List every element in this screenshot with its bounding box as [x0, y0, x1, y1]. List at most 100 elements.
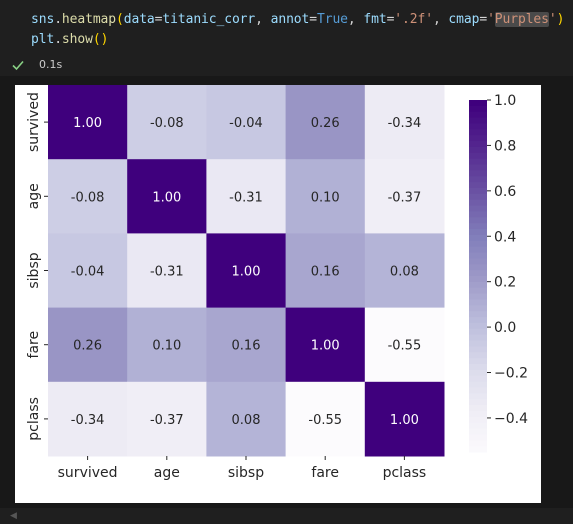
- scroll-left-icon[interactable]: ◀: [10, 511, 17, 521]
- code-token: titanic_corr: [162, 12, 256, 27]
- cell-annotation: -0.04: [71, 265, 105, 280]
- heatmap-cell: [285, 85, 366, 160]
- horizontal-scrollbar[interactable]: ◀: [0, 508, 573, 524]
- heatmap-cell: [127, 233, 207, 309]
- heatmap-cell: [364, 159, 445, 234]
- colorbar-tick-label: −0.2: [494, 366, 528, 382]
- colorbar-segment: [469, 375, 487, 383]
- code-token: ': [487, 12, 495, 27]
- heatmap-cell: [48, 381, 128, 457]
- code-token: .: [54, 12, 62, 27]
- colorbar-segment: [469, 117, 487, 125]
- colorbar-segment: [469, 211, 487, 218]
- heatmap-cell: [364, 85, 445, 160]
- heatmap-cell: [206, 381, 287, 457]
- heatmap-cell: [285, 381, 366, 457]
- heatmap-cell: [364, 381, 445, 457]
- heatmap-cell: [127, 159, 207, 234]
- cell-annotation: -0.04: [229, 116, 263, 131]
- cell-annotation: -0.31: [229, 190, 263, 205]
- colorbar-segment: [469, 141, 487, 148]
- colorbar-segment: [469, 276, 487, 283]
- execution-time: 0.1s: [39, 58, 63, 71]
- x-tick-label: survived: [58, 465, 118, 481]
- heatmap-cell: [48, 159, 128, 234]
- cell-annotation: -0.55: [308, 413, 342, 428]
- heatmap-cell: [285, 159, 366, 234]
- execution-status-bar: 0.1s: [0, 56, 573, 76]
- heatmap-cell: [48, 307, 128, 383]
- x-tick-label: sibsp: [228, 465, 264, 481]
- colorbar-segment: [469, 258, 487, 265]
- cell-annotation: -0.08: [150, 116, 184, 131]
- cell-annotation: -0.08: [71, 190, 105, 205]
- cell-annotation: 0.10: [152, 339, 181, 354]
- cell-annotation: 1.00: [390, 413, 419, 428]
- colorbar-segment: [469, 410, 487, 418]
- cell-annotation: 0.26: [311, 116, 340, 131]
- x-tick-label: pclass: [383, 465, 427, 481]
- code-cell[interactable]: sns.heatmap(data=titanic_corr, annot=Tru…: [0, 0, 573, 56]
- code-token: ': [548, 12, 557, 27]
- code-line-2[interactable]: plt.show(): [31, 32, 108, 47]
- y-tick-label: pclass: [26, 397, 42, 441]
- cell-annotation: 1.00: [152, 190, 181, 205]
- code-token: (): [92, 32, 109, 47]
- colorbar-segment: [469, 428, 487, 435]
- colorbar-segment: [469, 299, 487, 306]
- cell-annotation: 0.08: [232, 413, 261, 428]
- colorbar-segment: [469, 170, 487, 177]
- code-token: cmap: [448, 12, 480, 27]
- heatmap-chart: 1.00 -0.08 -0.04 0.26 -0.34 -0.08 1.00 -0.31 0.1…: [26, 85, 528, 481]
- heatmap-cell: [285, 233, 366, 309]
- heatmap-cell: [206, 307, 287, 383]
- colorbar-segment: [469, 393, 487, 400]
- colorbar-segment: [469, 334, 487, 342]
- code-token: (: [116, 12, 124, 27]
- code-token: annot: [270, 12, 310, 27]
- code-token: =: [154, 12, 163, 27]
- code-token: sns: [31, 12, 55, 27]
- cell-annotation: 0.16: [232, 339, 261, 354]
- colorbar-segment: [469, 111, 487, 119]
- colorbar-segment: [469, 416, 487, 424]
- colorbar-segment: [469, 176, 487, 183]
- colorbar-segment: [469, 358, 487, 365]
- cell-annotation: 1.00: [73, 116, 102, 131]
- cell-annotation: -0.37: [150, 413, 184, 428]
- code-line-1[interactable]: sns.heatmap(data=titanic_corr, annot=Tru…: [31, 12, 564, 27]
- heatmap-cell: [127, 85, 207, 160]
- code-token: heatmap: [61, 12, 117, 27]
- colorbar-segment: [469, 434, 487, 441]
- colorbar-segment: [469, 340, 487, 347]
- colorbar-segment: [469, 217, 487, 224]
- colorbar-segment: [469, 234, 487, 242]
- colorbar-segment: [469, 129, 487, 136]
- colorbar-segment: [469, 199, 487, 207]
- colorbar-segment: [469, 422, 487, 430]
- cell-annotation: 1.00: [311, 339, 340, 354]
- colorbar-segment: [469, 240, 487, 248]
- colorbar-tick-label: 0.2: [494, 275, 516, 291]
- colorbar-segment: [469, 381, 487, 389]
- colorbar-segment: [469, 182, 487, 189]
- code-token: plt: [31, 32, 55, 47]
- colorbar-segment: [469, 270, 487, 277]
- code-token: ,: [255, 12, 271, 27]
- colorbar-segment: [469, 293, 487, 301]
- colorbar-segment: [469, 246, 487, 254]
- colorbar-segment: [469, 205, 487, 213]
- code-token-highlighted: Purples: [494, 12, 549, 27]
- colorbar-segment: [469, 135, 487, 142]
- colorbar-segment: [469, 346, 487, 353]
- code-token: .: [54, 32, 62, 47]
- code-token: fmt: [363, 12, 387, 27]
- heatmap-cell: [48, 233, 128, 309]
- cell-annotation: 0.10: [311, 190, 340, 205]
- colorbar-segment: [469, 311, 487, 318]
- cell-annotation: -0.31: [150, 265, 184, 280]
- colorbar-segment: [469, 369, 487, 377]
- heatmap-cell: [206, 85, 287, 160]
- heatmap-cell: [285, 307, 366, 383]
- colorbar-segment: [469, 352, 487, 359]
